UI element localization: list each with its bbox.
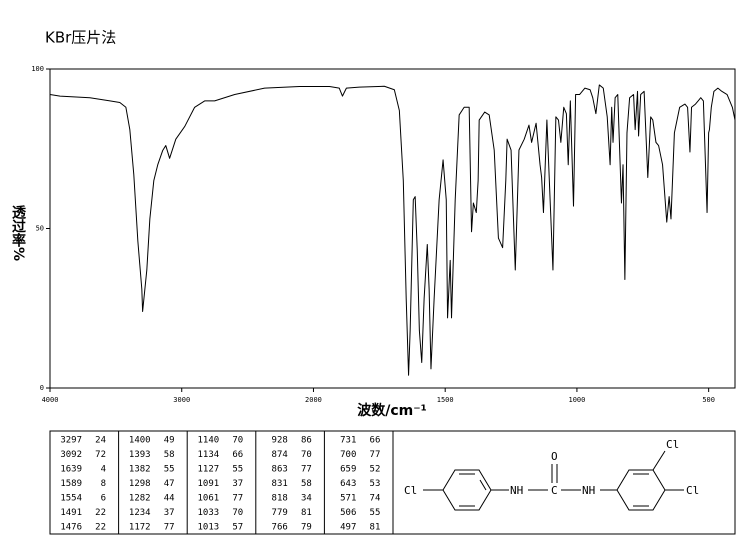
peak-transmittance: 77 (232, 494, 243, 504)
peak-wavenumber: 1013 (198, 523, 220, 533)
atom-label: Cl (666, 438, 679, 451)
x-tick-label: 4000 (42, 396, 59, 404)
peak-wavenumber: 779 (272, 508, 288, 518)
x-tick-label: 3000 (173, 396, 190, 404)
peak-wavenumber: 1033 (198, 508, 220, 518)
peak-wavenumber: 3297 (60, 436, 82, 446)
y-tick-label: 50 (36, 225, 44, 233)
peak-transmittance: 6 (101, 494, 106, 504)
peak-transmittance: 72 (95, 450, 106, 460)
peak-transmittance: 77 (370, 450, 381, 460)
peak-wavenumber: 1639 (60, 465, 82, 475)
peak-wavenumber: 1091 (198, 479, 220, 489)
peak-wavenumber: 1400 (129, 436, 151, 446)
peak-transmittance: 58 (301, 479, 312, 489)
y-tick-label: 0 (40, 384, 44, 392)
peak-wavenumber: 874 (272, 450, 288, 460)
peak-transmittance: 58 (164, 450, 175, 460)
peak-transmittance: 55 (370, 508, 381, 518)
peak-transmittance: 55 (232, 465, 243, 475)
peak-transmittance: 37 (232, 479, 243, 489)
peak-wavenumber: 928 (272, 436, 288, 446)
peak-wavenumber: 1589 (60, 479, 82, 489)
structure-bonds (423, 450, 684, 511)
peak-wavenumber: 1298 (129, 479, 151, 489)
peak-wavenumber: 1172 (129, 523, 151, 533)
peak-transmittance: 22 (95, 508, 106, 518)
peak-wavenumber: 643 (340, 479, 356, 489)
spectrum-line (49, 84, 736, 376)
peak-transmittance: 77 (164, 523, 175, 533)
peak-wavenumber: 731 (340, 436, 356, 446)
peak-wavenumber: 1393 (129, 450, 151, 460)
peak-wavenumber: 1491 (60, 508, 82, 518)
atom-label: C (551, 484, 558, 497)
peak-wavenumber: 1382 (129, 465, 151, 475)
x-tick-label: 1000 (568, 396, 585, 404)
peak-transmittance: 81 (370, 523, 381, 533)
y-axis-label: 透过率% (10, 205, 26, 261)
peak-transmittance: 24 (95, 436, 106, 446)
peak-wavenumber: 831 (272, 479, 288, 489)
peak-wavenumber: 818 (272, 494, 288, 504)
peak-transmittance: 66 (232, 450, 243, 460)
peak-transmittance: 70 (232, 436, 243, 446)
bond (652, 450, 666, 471)
x-tick-label: 2000 (305, 396, 322, 404)
peak-wavenumber: 1234 (129, 508, 151, 518)
peak-wavenumber: 1127 (198, 465, 220, 475)
peak-wavenumber: 1282 (129, 494, 151, 504)
peak-transmittance: 81 (301, 508, 312, 518)
peak-wavenumber: 3092 (60, 450, 82, 460)
ring-bond (479, 479, 487, 491)
peak-wavenumber: 506 (340, 508, 356, 518)
peak-transmittance: 55 (164, 465, 175, 475)
atom-label: NH (510, 484, 523, 497)
peak-transmittance: 86 (301, 436, 312, 446)
peak-transmittance: 79 (301, 523, 312, 533)
peak-wavenumber: 1140 (198, 436, 220, 446)
peak-wavenumber: 766 (272, 523, 288, 533)
plot-frame (49, 68, 736, 389)
chart-title: KBr压片法 (45, 29, 116, 47)
peak-transmittance: 22 (95, 523, 106, 533)
x-tick-label: 500 (702, 396, 715, 404)
peak-wavenumber: 700 (340, 450, 356, 460)
peak-transmittance: 70 (232, 508, 243, 518)
peak-transmittance: 70 (301, 450, 312, 460)
peak-wavenumber: 659 (340, 465, 356, 475)
peak-wavenumber: 1061 (198, 494, 220, 504)
atom-label: Cl (686, 484, 699, 497)
atom-label: Cl (404, 484, 417, 497)
peak-transmittance: 77 (301, 465, 312, 475)
x-tick-label: 1500 (437, 396, 454, 404)
peak-wavenumber: 571 (340, 494, 356, 504)
peak-transmittance: 34 (301, 494, 312, 504)
atom-label: O (551, 450, 558, 463)
peak-transmittance: 44 (164, 494, 175, 504)
y-tick-label: 100 (31, 65, 44, 73)
peak-wavenumber: 863 (272, 465, 288, 475)
ring (442, 469, 492, 511)
peak-transmittance: 52 (370, 465, 381, 475)
ring (616, 469, 666, 511)
peak-transmittance: 53 (370, 479, 381, 489)
peak-wavenumber: 1554 (60, 494, 82, 504)
peak-transmittance: 37 (164, 508, 175, 518)
peak-transmittance: 49 (164, 436, 175, 446)
peak-transmittance: 8 (101, 479, 106, 489)
atom-label: NH (582, 484, 595, 497)
peak-transmittance: 47 (164, 479, 175, 489)
peak-transmittance: 74 (370, 494, 381, 504)
peak-transmittance: 57 (232, 523, 243, 533)
x-axis-label: 波数/cm⁻¹ (357, 402, 427, 419)
peak-wavenumber: 1476 (60, 523, 82, 533)
peak-wavenumber: 497 (340, 523, 356, 533)
peak-transmittance: 4 (101, 465, 106, 475)
peak-transmittance: 66 (370, 436, 381, 446)
peak-wavenumber: 1134 (198, 450, 220, 460)
